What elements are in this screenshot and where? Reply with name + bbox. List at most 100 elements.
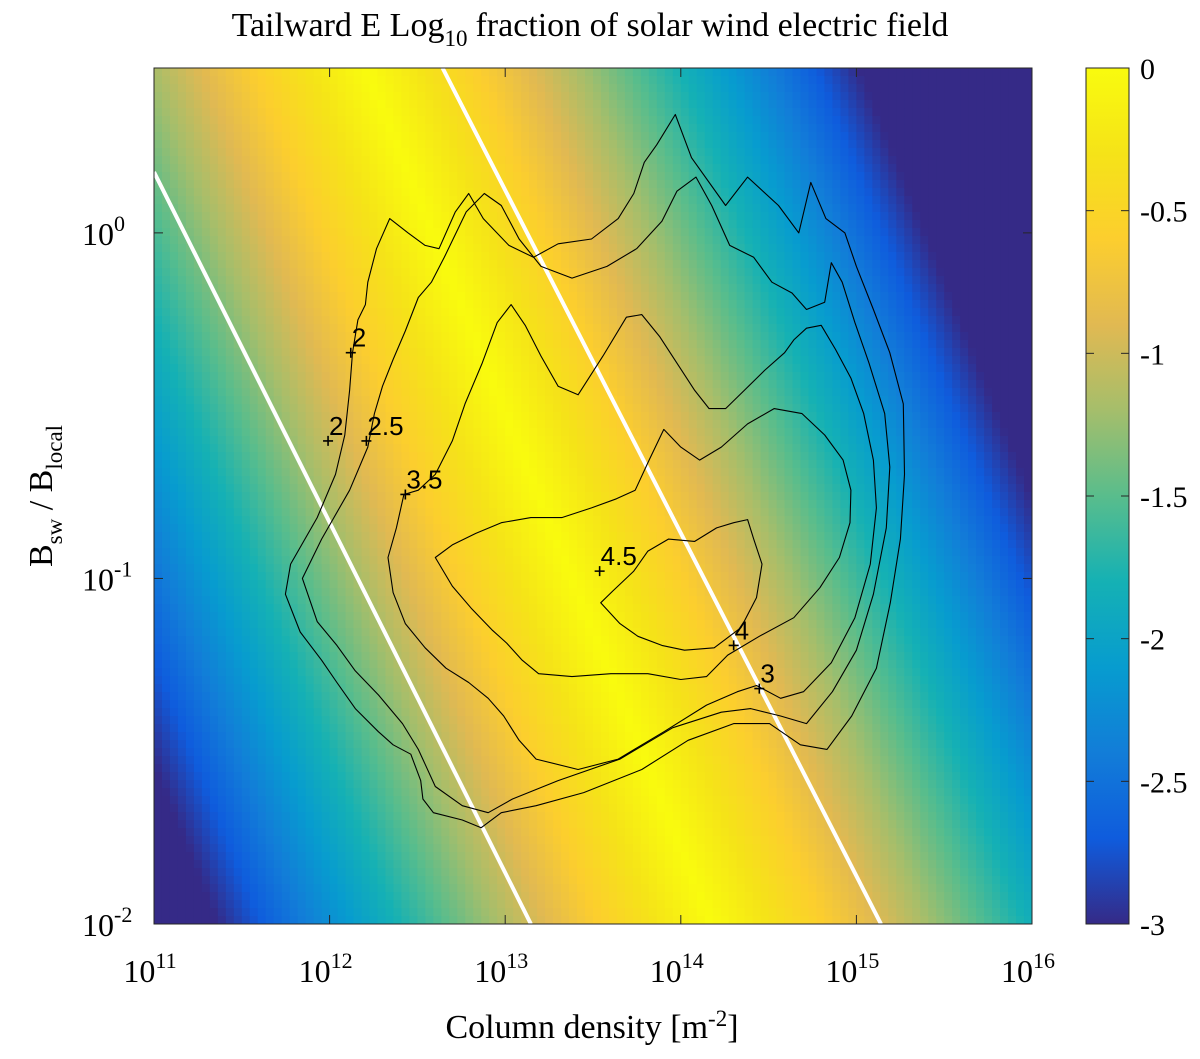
heatmap-cell	[337, 748, 347, 757]
heatmap-cell	[473, 604, 482, 613]
heatmap-cell	[201, 76, 211, 85]
heatmap-cell	[497, 812, 506, 821]
heatmap-cell	[209, 892, 219, 901]
heatmap-cell	[465, 740, 474, 749]
heatmap-cell	[369, 748, 379, 757]
heatmap-cell	[233, 900, 243, 909]
heatmap-cell	[201, 676, 211, 685]
heatmap-cell	[521, 484, 530, 493]
heatmap-cell	[185, 644, 195, 653]
heatmap-cell	[241, 916, 251, 924]
heatmap-cell	[369, 172, 379, 181]
heatmap-cell	[225, 236, 235, 245]
heatmap-cell	[377, 164, 387, 173]
heatmap-cell	[393, 836, 403, 845]
heatmap-cell	[433, 660, 442, 669]
heatmap-cell	[241, 164, 251, 173]
heatmap-cell	[401, 844, 411, 853]
heatmap-cell	[369, 132, 379, 141]
heatmap-cell	[321, 332, 331, 341]
heatmap-cell	[481, 476, 490, 485]
heatmap-cell	[154, 476, 163, 485]
heatmap-cell	[401, 356, 411, 365]
heatmap-cell	[513, 700, 522, 709]
heatmap-cell	[313, 860, 323, 869]
heatmap-cell	[489, 868, 498, 877]
heatmap-cell	[193, 676, 203, 685]
heatmap-cell	[457, 220, 466, 229]
heatmap-cell	[521, 412, 530, 421]
heatmap-cell	[505, 364, 514, 373]
heatmap-cell	[209, 628, 219, 637]
heatmap-cell	[433, 748, 442, 757]
heatmap-cell	[225, 580, 235, 589]
heatmap-cell	[345, 508, 355, 517]
heatmap-cell	[345, 164, 355, 173]
heatmap-cell	[217, 676, 227, 685]
heatmap-cell	[289, 284, 299, 293]
heatmap-cell	[313, 700, 323, 709]
heatmap-cell	[209, 308, 219, 317]
heatmap-cell	[297, 812, 307, 821]
heatmap-cell	[169, 884, 179, 893]
heatmap-cell	[297, 684, 307, 693]
heatmap-cell	[169, 812, 179, 821]
heatmap-cell	[225, 204, 235, 213]
heatmap-cell	[361, 684, 371, 693]
heatmap-cell	[425, 276, 434, 285]
heatmap-cell	[209, 708, 219, 717]
heatmap-cell	[281, 420, 291, 429]
heatmap-cell	[297, 468, 307, 477]
heatmap-cell	[297, 380, 307, 389]
heatmap-cell	[233, 164, 243, 173]
heatmap-cell	[353, 916, 363, 924]
heatmap-cell	[401, 428, 411, 437]
heatmap-cell	[289, 580, 299, 589]
heatmap-cell	[489, 540, 498, 549]
heatmap-cell	[225, 300, 235, 309]
heatmap-cell	[177, 420, 187, 429]
heatmap-cell	[505, 684, 514, 693]
heatmap-cell	[193, 420, 203, 429]
heatmap-cell	[209, 556, 219, 565]
heatmap-cell	[377, 628, 387, 637]
heatmap-cell	[497, 428, 506, 437]
heatmap-cell	[273, 612, 283, 621]
heatmap-cell	[281, 108, 291, 117]
heatmap-cell	[369, 772, 379, 781]
heatmap-cell	[273, 836, 283, 845]
heatmap-cell	[425, 892, 434, 901]
heatmap-cell	[425, 820, 434, 829]
heatmap-cell	[377, 396, 387, 405]
heatmap-cell	[233, 308, 243, 317]
heatmap-cell	[201, 236, 211, 245]
heatmap-cell	[361, 828, 371, 837]
heatmap-cell	[233, 180, 243, 189]
heatmap-cell	[361, 540, 371, 549]
heatmap-cell	[513, 308, 522, 317]
heatmap-cell	[481, 900, 490, 909]
heatmap-cell	[329, 332, 339, 341]
heatmap-cell	[297, 428, 307, 437]
heatmap-cell	[257, 524, 267, 533]
heatmap-cell	[521, 332, 530, 341]
heatmap-cell	[345, 340, 355, 349]
heatmap-cell	[521, 396, 530, 405]
heatmap-cell	[225, 116, 235, 125]
heatmap-cell	[497, 108, 506, 117]
heatmap-cell	[177, 188, 187, 197]
heatmap-cell	[169, 900, 179, 909]
heatmap-cell	[289, 716, 299, 725]
heatmap-cell	[393, 356, 403, 365]
heatmap-cell	[433, 572, 442, 581]
heatmap-cell	[249, 700, 259, 709]
heatmap-cell	[281, 388, 291, 397]
heatmap-cell	[265, 804, 275, 813]
heatmap-cell	[289, 724, 299, 733]
heatmap-cell	[489, 900, 498, 909]
heatmap-cell	[465, 316, 474, 325]
heatmap-cell	[321, 556, 331, 565]
heatmap-cell	[241, 124, 251, 133]
heatmap-cell	[249, 356, 259, 365]
